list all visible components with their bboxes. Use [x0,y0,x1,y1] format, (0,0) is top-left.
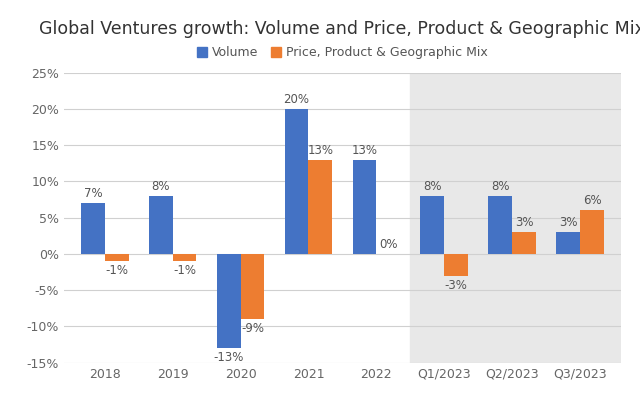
Text: 3%: 3% [559,216,577,229]
Text: 8%: 8% [152,180,170,193]
Text: 13%: 13% [307,144,333,157]
Bar [410,73,621,363]
Bar [420,196,444,254]
Bar [217,254,241,348]
Text: -9%: -9% [241,322,264,335]
Text: 13%: 13% [351,144,378,157]
Legend: Volume, Price, Product & Geographic Mix: Volume, Price, Product & Geographic Mix [192,41,493,64]
Text: -1%: -1% [105,264,128,277]
Bar [512,232,536,254]
Text: 3%: 3% [515,216,533,229]
Bar [285,109,308,254]
Text: -3%: -3% [445,278,468,291]
Bar [488,196,512,254]
Text: 7%: 7% [84,187,102,200]
Text: 0%: 0% [379,238,397,251]
Bar [241,254,264,319]
Bar [556,232,580,254]
Text: -1%: -1% [173,264,196,277]
Bar [580,210,604,254]
Bar [444,254,468,276]
Bar [173,254,196,261]
Text: 6%: 6% [582,195,601,208]
Text: -13%: -13% [214,351,244,364]
Bar [149,196,173,254]
Bar [308,160,332,254]
Text: 8%: 8% [423,180,442,193]
Bar [353,160,376,254]
Text: 8%: 8% [491,180,509,193]
Text: 20%: 20% [284,93,310,106]
Bar [81,203,105,254]
Bar [105,254,129,261]
Title: Global Ventures growth: Volume and Price, Product & Geographic Mix: Global Ventures growth: Volume and Price… [40,20,640,37]
